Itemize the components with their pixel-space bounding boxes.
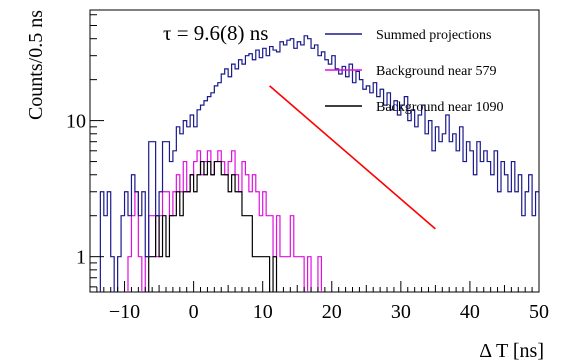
legend-label-summed: Summed projections bbox=[376, 28, 492, 43]
x-tick-label: 50 bbox=[529, 301, 549, 323]
y-axis-label: Counts/0.5 ns bbox=[25, 10, 47, 120]
fit-layer bbox=[269, 85, 436, 230]
series-summed-projections bbox=[99, 35, 539, 292]
exponential-fit-line bbox=[269, 85, 436, 230]
x-tick-label: 40 bbox=[460, 301, 480, 323]
y-tick-label: 1 bbox=[76, 247, 86, 269]
legend-label-1090: Background near 1090 bbox=[376, 100, 504, 115]
tau-annotation: τ = 9.6(8) ns bbox=[163, 21, 268, 45]
series-background-579 bbox=[127, 150, 323, 292]
x-axis-label: Δ T [ns] bbox=[479, 340, 544, 362]
x-tick-label: 0 bbox=[189, 301, 199, 323]
x-tick-label: 30 bbox=[391, 301, 411, 323]
legend: Summed projections Background near 579 B… bbox=[325, 28, 504, 115]
x-tick-label: 20 bbox=[322, 301, 342, 323]
series-layer bbox=[99, 35, 539, 292]
y-axis-ticks: 1 10 bbox=[66, 14, 104, 288]
series-background-1090 bbox=[148, 160, 278, 292]
legend-label-579: Background near 579 bbox=[376, 64, 497, 79]
x-axis-ticks: −10 0 10 20 30 40 50 bbox=[89, 281, 549, 323]
x-tick-label: 10 bbox=[253, 301, 273, 323]
y-tick-label: 10 bbox=[66, 111, 86, 133]
x-tick-label: −10 bbox=[109, 301, 140, 323]
